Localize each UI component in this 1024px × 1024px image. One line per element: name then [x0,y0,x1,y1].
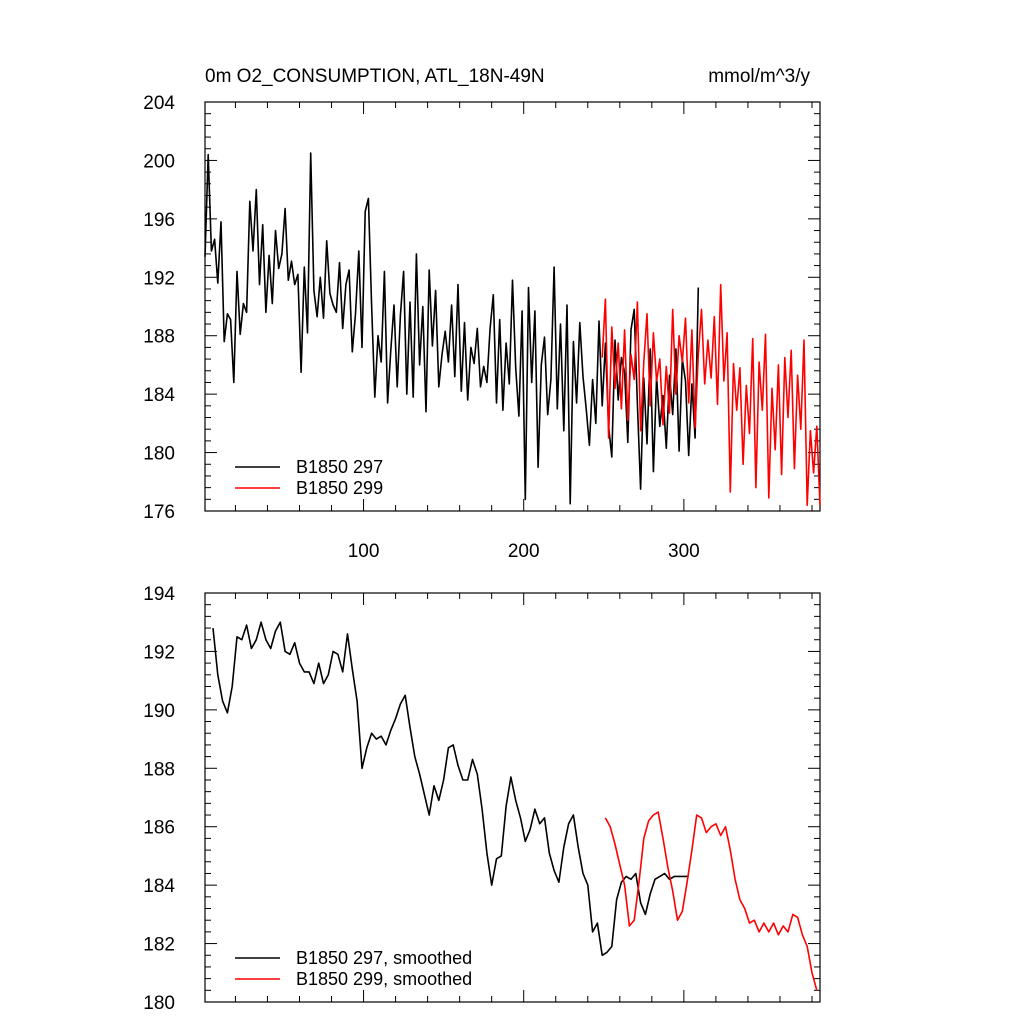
plot-frame [204,592,821,1003]
y-tick-label: 196 [143,210,175,231]
y-tick-label: 204 [143,93,175,114]
series-line-red [604,811,818,991]
chart-units: mmol/m^3/y [708,66,810,87]
y-tick-label: 184 [143,876,175,897]
x-tick-label: 100 [348,541,380,562]
y-tick-label: 176 [143,502,175,523]
y-tick-label: 188 [143,327,175,348]
y-tick-label: 180 [143,444,175,465]
legend-label: B1850 299 [296,478,383,498]
chart-panel-2: 180 182 184 186 188 190 192 194 B1850 297, smoot… [143,584,821,1014]
y-tick-label: 190 [143,701,175,722]
x-tick-label: 300 [668,541,700,562]
chart-title: 0m O2_CONSUMPTION, ATL_18N-49N [205,66,545,87]
y-tick-label: 186 [143,818,175,839]
series-line-black [204,152,700,505]
x-tick-label: 200 [508,541,540,562]
series-line-red [601,283,821,507]
legend-label: B1850 297, smoothed [296,948,472,968]
y-tick-label: 192 [143,268,175,289]
plot-frame [204,101,821,512]
y-tick-label: 200 [143,151,175,172]
legend-label: B1850 299, smoothed [296,969,472,989]
series-line-black [212,621,689,957]
y-tick-label: 192 [143,642,175,663]
y-tick-label: 188 [143,759,175,780]
y-tick-label: 184 [143,385,175,406]
y-tick-label: 182 [143,935,175,956]
legend-label: B1850 297 [296,457,383,477]
y-tick-label: 180 [143,993,175,1014]
chart-panel-1: 176 180 184 188 192 196 200 204 100 200 300 0m O2_C… [143,66,821,562]
y-tick-label: 194 [143,584,175,605]
